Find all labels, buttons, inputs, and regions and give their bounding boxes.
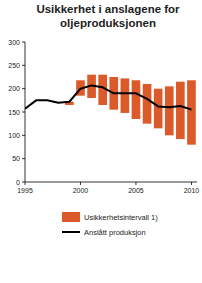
title: Usikkerhet i anslagene for (36, 3, 180, 15)
interval-bar (121, 78, 130, 113)
x-tick (135, 182, 136, 185)
x-tick-label: 2005 (128, 187, 144, 194)
x-tick (80, 182, 81, 185)
y-tick-label: 250 (8, 62, 20, 69)
legend-label: Usikkerhetsintervall 1) (84, 213, 158, 222)
production-line (25, 85, 191, 109)
x-tick-label: 1995 (17, 187, 33, 194)
interval-bar (154, 89, 163, 129)
y-tick-label: 150 (8, 109, 20, 116)
x-tick-label: 2000 (73, 187, 89, 194)
interval-bar (165, 86, 174, 135)
interval-bar (143, 84, 152, 124)
interval-bar (187, 80, 196, 144)
y-tick (22, 42, 25, 43)
y-tick-label: 50 (12, 155, 20, 162)
x-tick (191, 182, 192, 185)
y-tick (22, 112, 25, 113)
legend-swatch (62, 231, 80, 233)
chart: Usikkerhet i anslagene for oljeproduksjon… (0, 0, 202, 283)
x-tick (25, 182, 26, 185)
interval-bar (132, 80, 141, 119)
x-axis (25, 182, 197, 183)
y-tick (22, 88, 25, 89)
y-tick-label: 200 (8, 85, 20, 92)
title: oljeproduksjonen (60, 17, 156, 29)
plot-area (25, 75, 196, 145)
y-tick-label: 100 (8, 132, 20, 139)
interval-bar (176, 82, 185, 139)
legend-label: Anslått produksjon (84, 228, 146, 237)
y-tick (22, 182, 25, 183)
y-tick-label: 0 (16, 179, 20, 186)
y-tick (22, 158, 25, 159)
legend-swatch (62, 212, 80, 222)
x-tick-label: 2010 (184, 187, 200, 194)
y-tick (22, 65, 25, 66)
y-tick-label: 300 (8, 39, 20, 46)
y-tick (22, 135, 25, 136)
